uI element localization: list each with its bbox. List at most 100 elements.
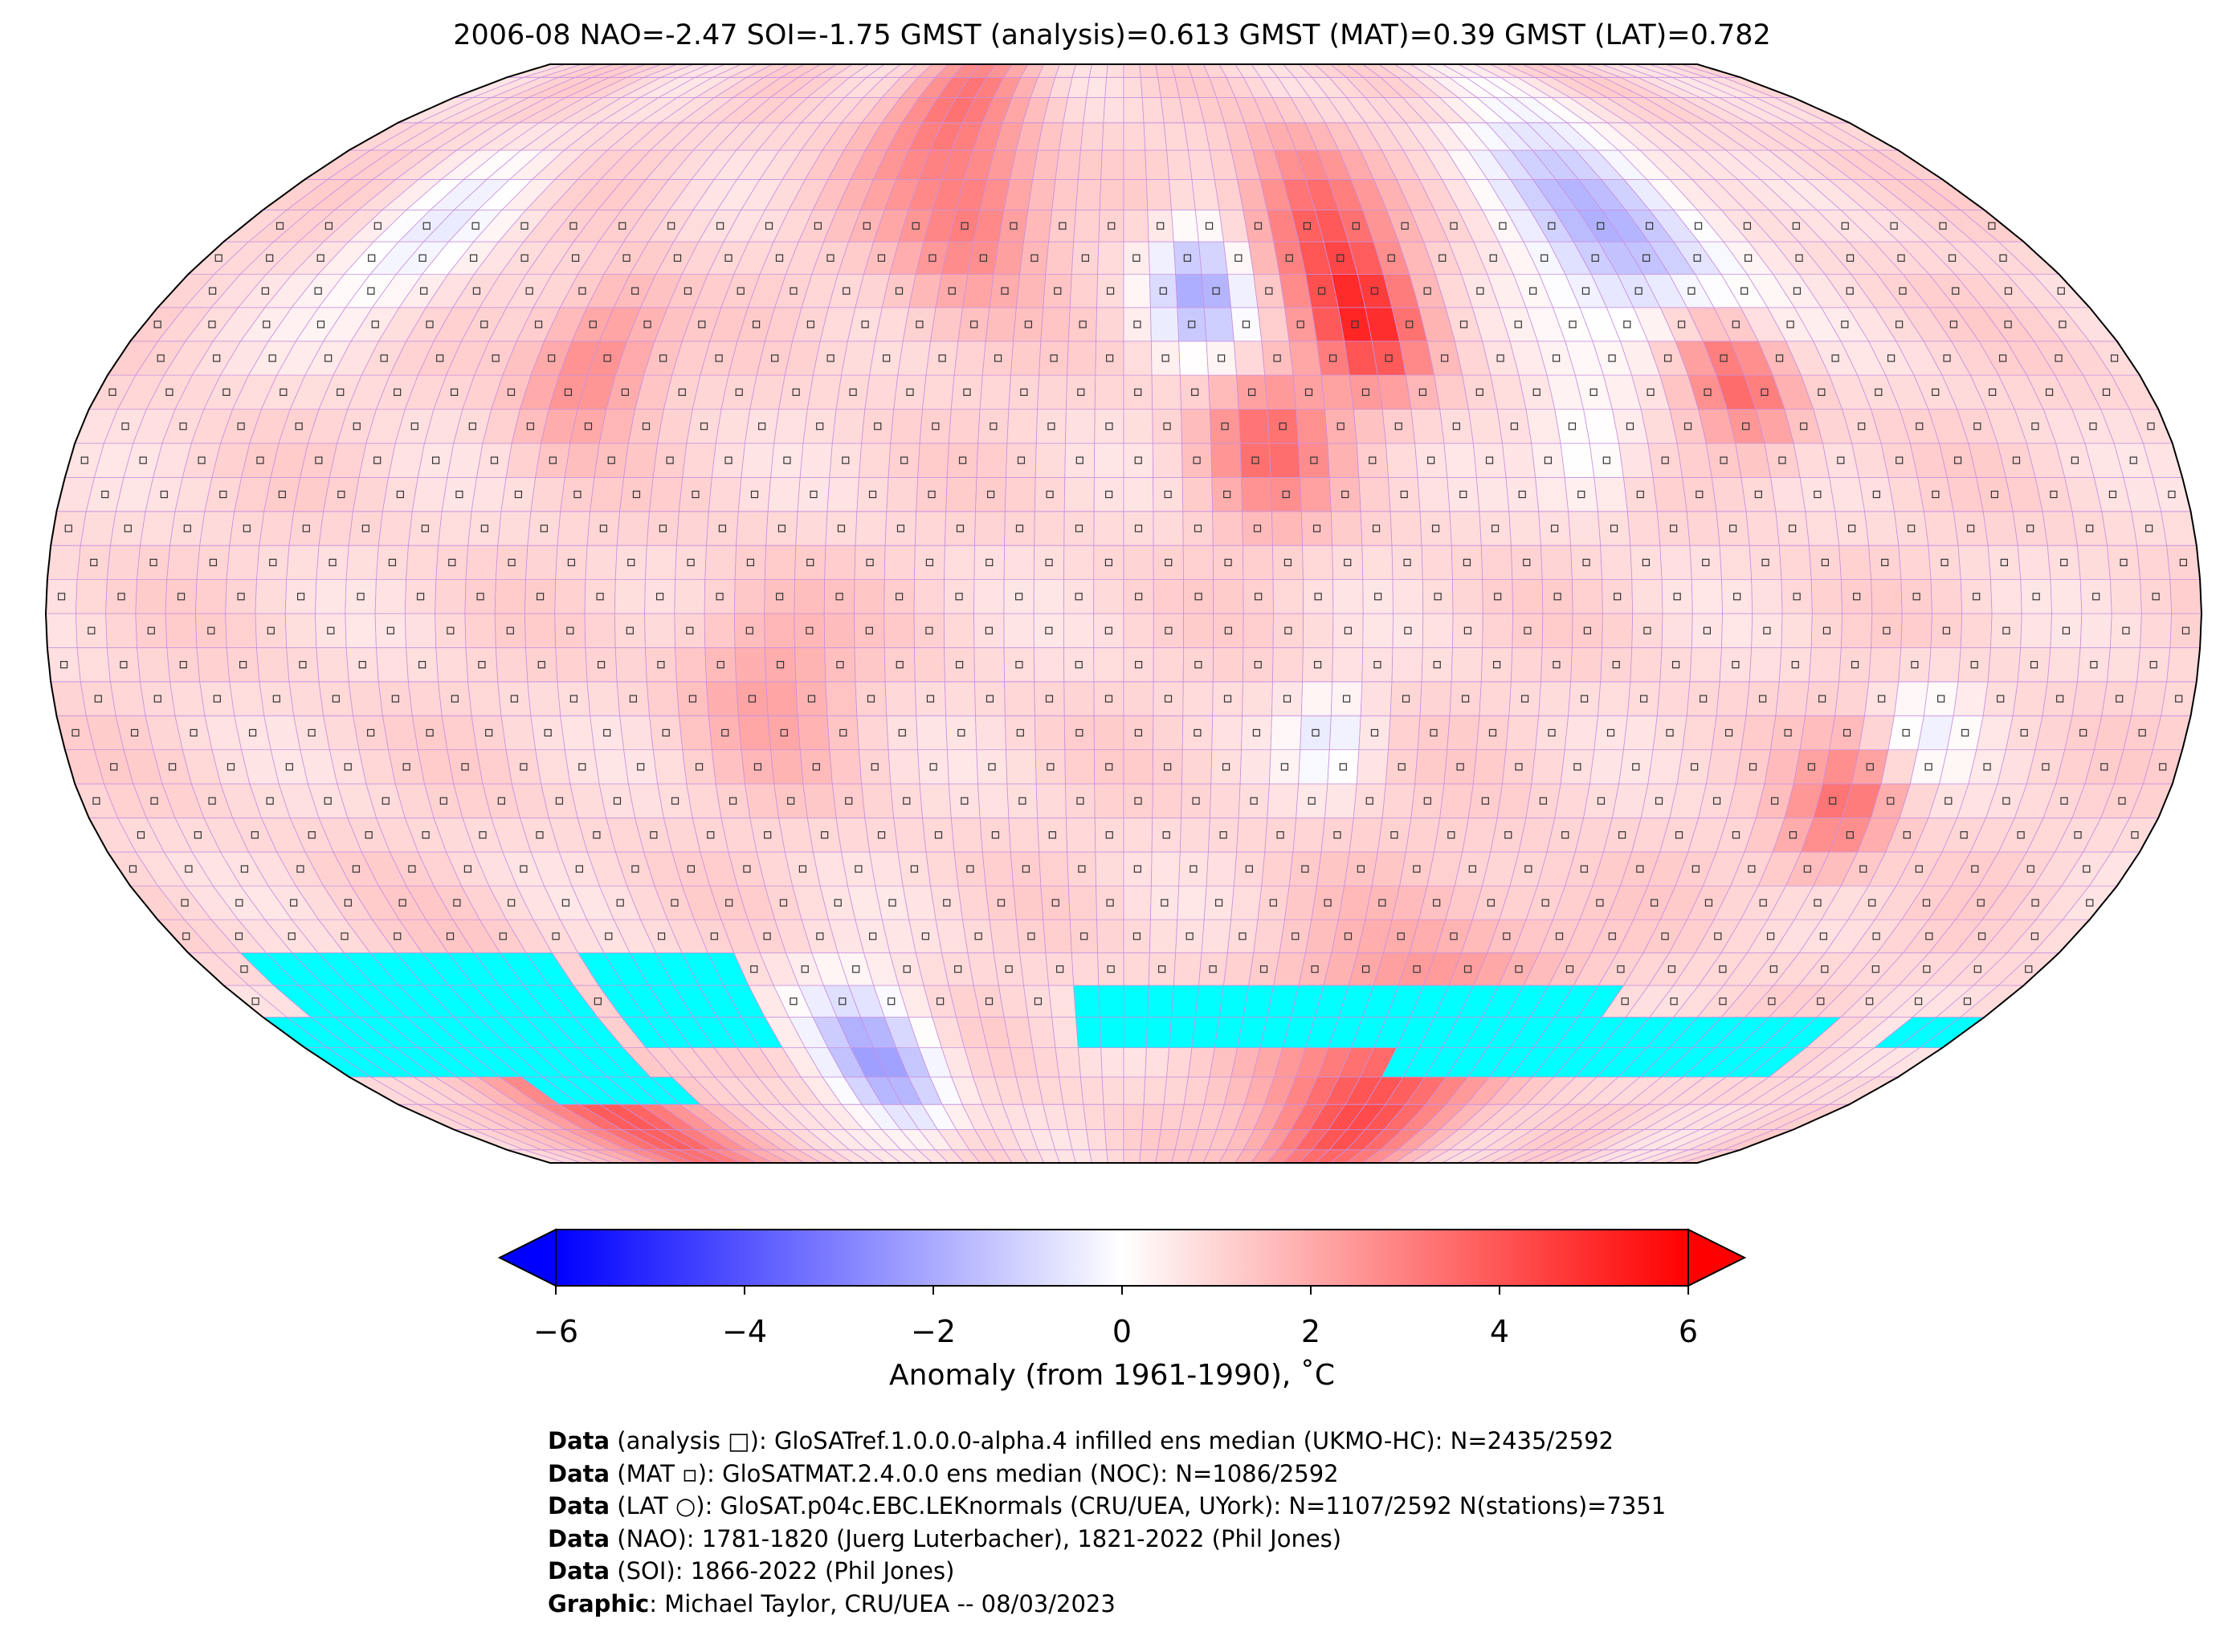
analysis-marker <box>92 797 100 805</box>
analysis-marker <box>1803 865 1811 873</box>
analysis-marker <box>352 865 361 873</box>
analysis-marker <box>1937 695 1945 703</box>
analysis-marker <box>1239 932 1247 940</box>
analysis-marker <box>1700 695 1708 703</box>
analysis-marker <box>179 661 187 669</box>
analysis-marker <box>776 661 785 669</box>
analysis-marker <box>1276 831 1284 839</box>
analysis-marker <box>2138 728 2146 737</box>
analysis-marker <box>845 797 853 805</box>
analysis-marker <box>1872 932 1880 940</box>
analysis-marker <box>1194 728 1202 737</box>
analysis-marker <box>1997 695 2005 703</box>
analysis-marker <box>451 695 459 703</box>
analysis-marker <box>1312 728 1320 737</box>
analysis-marker <box>251 997 259 1005</box>
analysis-marker <box>898 728 906 737</box>
analysis-marker <box>2074 831 2082 839</box>
analysis-marker <box>1632 763 1640 771</box>
analysis-marker <box>1580 865 1588 873</box>
analysis-marker <box>695 763 704 771</box>
colorbar-tick-label: −6 <box>533 1314 579 1349</box>
analysis-marker <box>240 865 249 873</box>
analysis-marker <box>852 965 860 973</box>
analysis-marker <box>1771 797 1779 805</box>
analysis-marker <box>1724 728 1733 737</box>
analysis-marker <box>1223 695 1232 703</box>
analysis-marker <box>71 728 80 737</box>
analysis-marker <box>1814 899 1822 907</box>
analysis-marker <box>1134 797 1142 805</box>
analysis-marker <box>402 763 410 771</box>
analysis-marker <box>240 965 248 973</box>
analysis-marker <box>344 763 352 771</box>
analysis-marker <box>855 865 863 873</box>
analysis-marker <box>1190 865 1198 873</box>
analysis-marker <box>1162 831 1170 839</box>
analysis-marker <box>780 728 788 737</box>
analysis-marker <box>153 695 161 703</box>
analysis-marker <box>707 831 715 839</box>
analysis-marker <box>631 865 639 873</box>
colorbar-tick-label: −4 <box>721 1314 768 1349</box>
analysis-marker <box>1080 932 1088 940</box>
analysis-marker <box>603 728 611 737</box>
anomaly-map <box>44 63 2203 1164</box>
analysis-marker <box>1468 865 1476 873</box>
analysis-marker <box>1524 865 1532 873</box>
analysis-marker <box>593 831 601 839</box>
analysis-marker <box>578 763 586 771</box>
analysis-marker <box>266 797 274 805</box>
analysis-marker <box>974 932 982 940</box>
analysis-marker <box>637 763 645 771</box>
analysis-marker <box>1423 797 1431 805</box>
analysis-marker <box>569 695 577 703</box>
analysis-marker <box>721 728 729 737</box>
analysis-marker <box>1878 695 1886 703</box>
analysis-marker <box>1461 695 1470 703</box>
analysis-marker <box>1487 899 1496 907</box>
analysis-marker <box>1339 763 1347 771</box>
analysis-marker <box>1164 763 1172 771</box>
analysis-marker <box>764 831 772 839</box>
analysis-marker <box>382 797 390 805</box>
analysis-marker <box>748 695 757 703</box>
analysis-marker <box>1859 865 1867 873</box>
analysis-marker <box>2020 728 2028 737</box>
analysis-marker <box>1691 763 1699 771</box>
analysis-marker <box>1670 997 1678 1005</box>
analysis-marker <box>1397 932 1405 940</box>
analysis-marker <box>1573 763 1581 771</box>
analysis-marker <box>1250 797 1258 805</box>
credit-text: (analysis □): GloSATref.1.0.0.0-alpha.4 … <box>610 1427 1614 1454</box>
analysis-marker <box>1048 831 1056 839</box>
analysis-marker <box>1107 965 1115 973</box>
analysis-marker <box>1134 728 1142 737</box>
analysis-marker <box>1749 763 1757 771</box>
analysis-marker <box>169 763 177 771</box>
analysis-marker <box>1034 997 1043 1005</box>
analysis-marker <box>1342 695 1351 703</box>
analysis-marker <box>1515 763 1523 771</box>
analysis-marker <box>1106 899 1114 907</box>
analysis-marker <box>398 899 406 907</box>
analysis-marker <box>616 899 624 907</box>
analysis-marker <box>1357 865 1365 873</box>
analysis-marker <box>1539 797 1548 805</box>
analysis-marker <box>1923 965 1931 973</box>
analysis-marker <box>1361 965 1370 973</box>
colorbar-tick-label: 6 <box>1678 1314 1699 1349</box>
analysis-marker <box>1675 831 1683 839</box>
analysis-marker <box>1051 899 1059 907</box>
analysis-marker <box>213 695 221 703</box>
analysis-marker <box>1606 728 1615 737</box>
analysis-marker <box>1759 899 1767 907</box>
analysis-marker <box>729 797 737 805</box>
analysis-marker <box>185 865 193 873</box>
analysis-marker <box>888 899 896 907</box>
analysis-marker <box>910 865 918 873</box>
credit-line-analysis: Data (analysis □): GloSATref.1.0.0.0-alp… <box>548 1425 1666 1458</box>
analysis-marker <box>934 831 943 839</box>
analysis-marker <box>1818 695 1826 703</box>
credit-text: : Michael Taylor, CRU/UEA -- 08/03/2023 <box>649 1589 1116 1617</box>
